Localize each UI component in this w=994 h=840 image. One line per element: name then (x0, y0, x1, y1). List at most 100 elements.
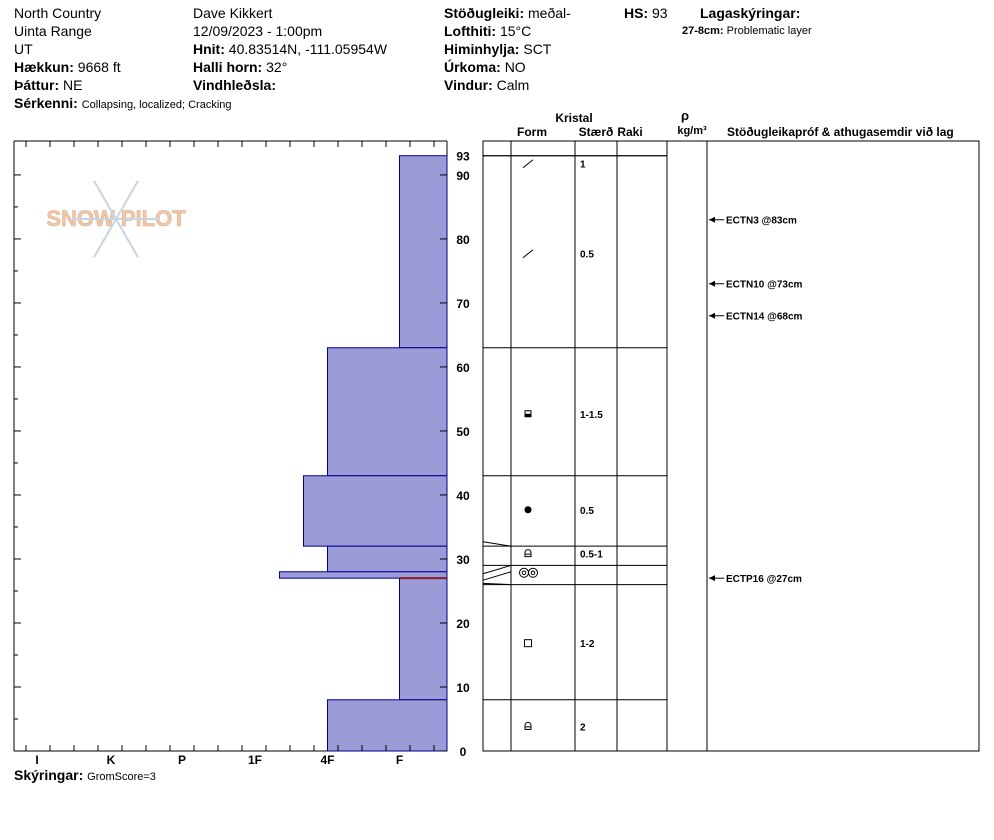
grain-size: 0.5-1 (580, 550, 603, 561)
grain-size: 1 (580, 160, 586, 171)
footer-notes-label: Skýringar: (14, 767, 84, 783)
wind-loading-label: Vindhleðsla: (193, 77, 276, 93)
grain-form-icon-inner (530, 570, 536, 576)
header-coords: Hnit: 40.83514N, -111.05954W (193, 40, 387, 58)
height-tick-label: 80 (456, 233, 470, 247)
footer-notes: Skýringar: GromScore=3 (14, 766, 156, 786)
layer-notes-title: Lagaskýringar: (700, 5, 801, 21)
grain-form-icon (519, 567, 529, 578)
grain-form-icon (524, 721, 532, 730)
height-tick-label: 30 (456, 553, 470, 567)
sky-value: SCT (523, 41, 552, 57)
table-frame (482, 140, 980, 752)
test-arrow-head (709, 280, 715, 287)
header-state: UT (14, 41, 33, 57)
hardness-bar (279, 571, 448, 579)
grain-size: 0.5 (580, 250, 594, 261)
height-tick-label: 20 (456, 617, 470, 631)
grain-size: 0.5 (580, 506, 594, 517)
stability-value: meðal- (528, 5, 571, 21)
hardness-tick-label: P (178, 753, 186, 767)
header-wind-loading: Vindhleðsla: (193, 76, 276, 94)
header-features: Sérkenni: Collapsing, localized; Crackin… (14, 94, 232, 114)
wind-label: Vindur: (444, 77, 493, 93)
height-tick-label: 60 (456, 361, 470, 375)
coords-value: 40.83514N, -111.05954W (228, 41, 388, 57)
header-stability: Stöðugleiki: meðal- (444, 4, 571, 22)
crystal-header: Kristal (555, 111, 592, 125)
height-tick-label: 70 (456, 297, 470, 311)
grain-form-icon-inner (521, 570, 527, 576)
features-label: Sérkenni: (14, 95, 78, 111)
stability-test-label: ECTP16 @27cm (726, 574, 802, 585)
tests-header: Stöðugleikapróf & athugasemdir við lag (727, 125, 954, 139)
layer-note: 27-8cm: Problematic layer (682, 22, 812, 40)
footer-notes-value: GromScore=3 (87, 771, 156, 783)
size-header: Stærð (579, 125, 614, 139)
snowflake-arm (115, 180, 139, 220)
layer-connector (482, 541, 512, 547)
layer-note-range: 27-8cm: (682, 25, 724, 37)
coords-label: Hnit: (193, 41, 225, 57)
hardness-bar (327, 347, 448, 477)
aspect-label: Þáttur: (14, 77, 60, 93)
snowflake-arm (115, 218, 139, 258)
grain-size: 1-2 (580, 639, 595, 650)
test-arrow-head (709, 575, 715, 582)
test-arrow-head (709, 216, 715, 223)
slope-label: Halli horn: (193, 59, 263, 75)
stability-test-label: ECTN14 @68cm (726, 312, 803, 323)
grain-form-icon-fill (525, 413, 531, 417)
hardness-tick-label: 4F (320, 753, 334, 767)
header-air-temp: Lofthiti: 15°C (444, 22, 531, 40)
precip-label: Úrkoma: (444, 59, 501, 75)
density-header: kg/m³ (677, 125, 707, 137)
grain-form-icon (524, 639, 532, 648)
layer-notes-label: Lagaskýringar: (700, 4, 800, 22)
air-temp-label: Lofthiti: (444, 23, 497, 39)
sky-label: Himinhylja: (444, 41, 520, 57)
snowflake-arm (93, 180, 117, 220)
hardness-bar (327, 699, 448, 752)
height-tick-label: 50 (456, 425, 470, 439)
grain-form-icon (522, 249, 534, 259)
grain-form-icon (524, 506, 532, 514)
layer-note-text: Problematic layer (726, 25, 812, 37)
form-header: Form (517, 125, 547, 139)
hardness-tick-label: I (35, 753, 38, 767)
grain-form-icon (528, 567, 538, 578)
grain-form-icon (522, 159, 534, 169)
hardness-tick-label: K (107, 753, 116, 767)
hs-label: HS: (624, 5, 649, 21)
stability-test-label: ECTN10 @73cm (726, 280, 803, 291)
precip-value: NO (504, 59, 526, 75)
hardness-tick-label: 1F (248, 753, 262, 767)
slope-value: 32° (266, 59, 288, 75)
height-tick-label: 40 (456, 489, 470, 503)
snowflake-arm (93, 218, 117, 258)
hardness-tick-label: F (396, 753, 403, 767)
hardness-bar (399, 155, 448, 349)
height-tick-label: 10 (456, 681, 470, 695)
header-slope: Halli horn: 32° (193, 58, 287, 76)
grain-size: 2 (580, 722, 586, 733)
hardness-bar (399, 577, 448, 701)
hardness-bar (327, 545, 448, 573)
hardness-bar (303, 475, 448, 547)
header-wind: Vindur: Calm (444, 76, 529, 94)
rho-header: ρ (681, 108, 689, 123)
grain-size: 1-1.5 (580, 410, 603, 421)
header-elevation: Hækkun: 9668 ft (14, 58, 121, 76)
aspect-value: NE (63, 77, 83, 93)
moisture-header: Raki (617, 125, 642, 139)
header-range: Uinta Range (14, 23, 92, 39)
wind-value: Calm (496, 77, 530, 93)
header-aspect: Þáttur: NE (14, 76, 82, 94)
layer-connector (482, 564, 512, 575)
air-temp-value: 15°C (499, 23, 532, 39)
stability-test-label: ECTN3 @83cm (726, 216, 797, 227)
test-arrow-head (709, 312, 715, 319)
grain-form-icon (524, 549, 532, 558)
header-location: North Country (14, 5, 102, 21)
header-sky: Himinhylja: SCT (444, 40, 551, 58)
